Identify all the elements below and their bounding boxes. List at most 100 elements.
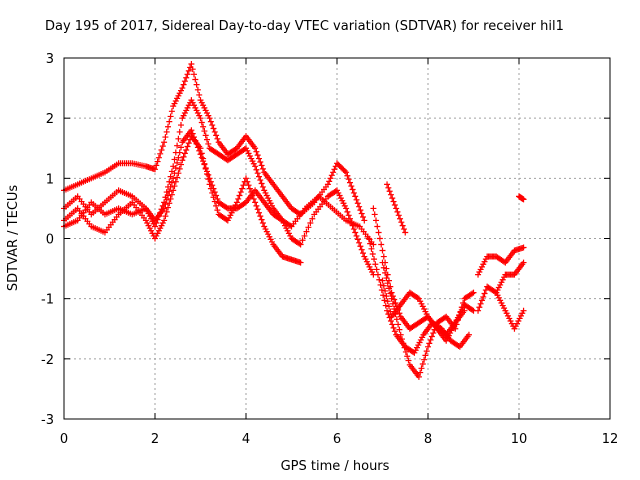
data-point bbox=[214, 135, 221, 142]
data-point bbox=[180, 153, 187, 160]
data-point bbox=[380, 292, 387, 299]
data-point bbox=[183, 146, 190, 153]
data-point bbox=[396, 326, 403, 333]
data-point bbox=[384, 298, 391, 305]
data-point bbox=[163, 196, 170, 203]
data-point bbox=[358, 210, 365, 217]
data-point bbox=[240, 182, 247, 189]
data-point bbox=[207, 178, 214, 185]
data-point bbox=[387, 308, 394, 315]
data-point bbox=[196, 91, 203, 98]
data-point bbox=[172, 165, 179, 172]
data-point bbox=[194, 144, 201, 151]
data-point bbox=[165, 204, 171, 211]
data-point bbox=[357, 207, 364, 214]
data-point bbox=[170, 187, 177, 194]
y-tick-label: 2 bbox=[46, 112, 54, 127]
data-point bbox=[348, 183, 355, 190]
data-point bbox=[167, 113, 174, 120]
data-point bbox=[371, 211, 378, 218]
data-point bbox=[197, 115, 204, 122]
data-point bbox=[184, 71, 191, 78]
data-point bbox=[209, 122, 216, 129]
data-point bbox=[172, 178, 179, 185]
data-point bbox=[256, 173, 262, 180]
data-point bbox=[213, 192, 220, 199]
data-point bbox=[259, 165, 266, 172]
data-point bbox=[194, 86, 201, 93]
series-track-13 bbox=[516, 193, 527, 203]
y-tick-label: 1 bbox=[46, 172, 54, 187]
data-point bbox=[393, 205, 400, 212]
data-point bbox=[236, 192, 243, 199]
data-point bbox=[185, 140, 192, 147]
data-point bbox=[189, 66, 196, 73]
data-point bbox=[176, 149, 183, 156]
x-tick-label: 8 bbox=[424, 432, 432, 447]
data-point bbox=[256, 209, 262, 216]
data-point bbox=[328, 172, 335, 179]
data-point bbox=[246, 185, 253, 192]
data-point bbox=[167, 195, 174, 202]
data-point bbox=[344, 172, 351, 179]
data-point bbox=[327, 175, 334, 182]
y-axis-label: SDTVAR / TECUs bbox=[6, 185, 21, 292]
data-point bbox=[387, 191, 394, 198]
data-point bbox=[379, 259, 386, 266]
series-track-9 bbox=[384, 181, 409, 236]
data-point bbox=[210, 125, 217, 132]
data-point bbox=[370, 205, 377, 212]
data-point bbox=[326, 178, 333, 185]
data-point bbox=[395, 321, 402, 328]
data-point bbox=[239, 185, 246, 192]
data-point bbox=[520, 307, 527, 314]
data-point bbox=[213, 202, 220, 209]
data-point bbox=[166, 200, 173, 207]
data-point bbox=[171, 183, 178, 190]
data-point bbox=[171, 170, 178, 177]
data-point bbox=[377, 281, 384, 288]
data-point bbox=[201, 128, 208, 135]
data-point bbox=[395, 212, 402, 219]
data-point bbox=[387, 318, 394, 325]
data-point bbox=[214, 207, 221, 214]
data-point bbox=[360, 214, 366, 221]
data-point bbox=[378, 287, 385, 294]
data-point bbox=[196, 147, 203, 154]
data-point bbox=[174, 142, 181, 149]
data-point bbox=[237, 189, 244, 196]
data-point bbox=[356, 203, 363, 210]
data-point bbox=[200, 123, 207, 130]
data-point bbox=[386, 188, 393, 195]
data-point bbox=[168, 179, 175, 186]
data-point bbox=[167, 183, 174, 190]
data-point bbox=[402, 348, 409, 355]
data-point bbox=[382, 269, 389, 276]
data-point bbox=[394, 208, 401, 215]
data-point bbox=[209, 182, 216, 189]
data-point bbox=[253, 202, 260, 209]
data-point bbox=[422, 352, 429, 359]
data-point bbox=[185, 67, 192, 74]
data-point bbox=[174, 159, 181, 166]
data-point bbox=[399, 336, 405, 343]
data-point bbox=[370, 241, 377, 248]
data-point bbox=[193, 140, 200, 147]
data-point bbox=[384, 280, 391, 287]
data-point bbox=[168, 191, 175, 198]
data-point bbox=[257, 177, 264, 184]
data-point bbox=[373, 266, 380, 273]
x-axis-label: GPS time / hours bbox=[281, 459, 390, 474]
chart-title: Day 195 of 2017, Sidereal Day-to-day VTE… bbox=[45, 19, 564, 34]
data-point bbox=[374, 223, 381, 230]
data-point bbox=[171, 156, 178, 163]
data-point bbox=[168, 108, 175, 115]
data-point bbox=[400, 340, 407, 347]
data-point bbox=[207, 118, 214, 125]
data-point bbox=[369, 250, 376, 257]
data-point bbox=[381, 297, 388, 304]
data-point bbox=[152, 223, 158, 230]
data-point bbox=[259, 183, 266, 190]
data-point bbox=[375, 229, 382, 236]
data-point bbox=[378, 241, 385, 248]
